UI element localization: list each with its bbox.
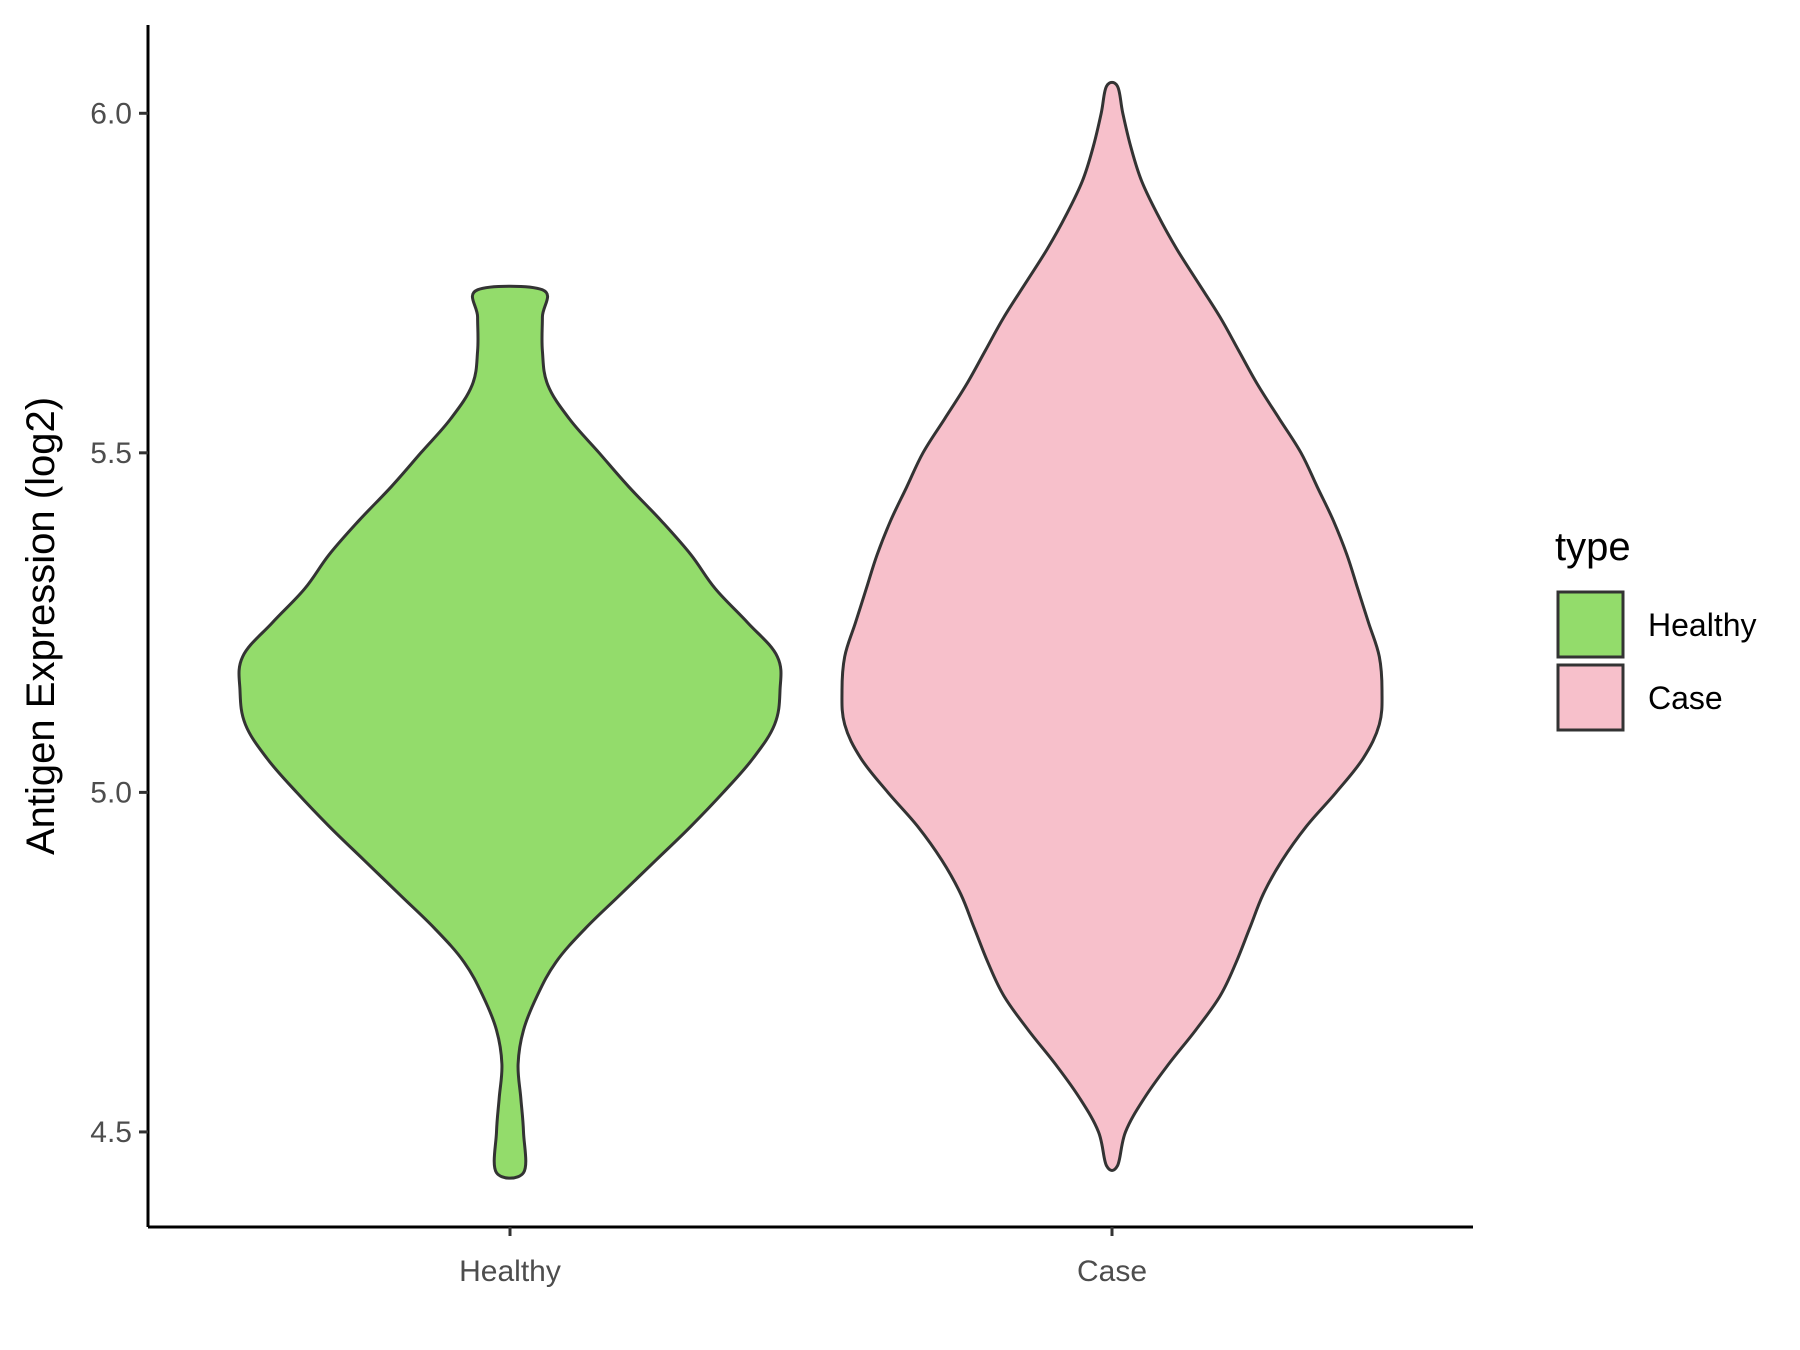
plot-area <box>237 80 1384 1180</box>
y-axis-title: Antigen Expression (log2) <box>19 397 63 855</box>
y-tick-label: 6.0 <box>90 97 132 130</box>
legend-key-case <box>1556 663 1625 732</box>
y-tick-label: 4.5 <box>90 1116 132 1149</box>
y-tick-label: 5.0 <box>90 776 132 809</box>
legend-label-case: Case <box>1648 680 1723 716</box>
legend-label-healthy: Healthy <box>1648 607 1757 643</box>
legend: type Healthy Case <box>1555 525 1757 732</box>
x-tick-label: Healthy <box>459 1255 561 1288</box>
violin-case <box>840 80 1384 1172</box>
axes: 4.5 5.0 5.5 6.0 Healthy Case <box>90 25 1473 1288</box>
legend-title: type <box>1555 525 1631 569</box>
x-tick-label: Case <box>1077 1255 1147 1288</box>
legend-key-healthy <box>1556 590 1625 659</box>
y-tick-label: 5.5 <box>90 437 132 470</box>
violin-healthy <box>237 284 783 1180</box>
